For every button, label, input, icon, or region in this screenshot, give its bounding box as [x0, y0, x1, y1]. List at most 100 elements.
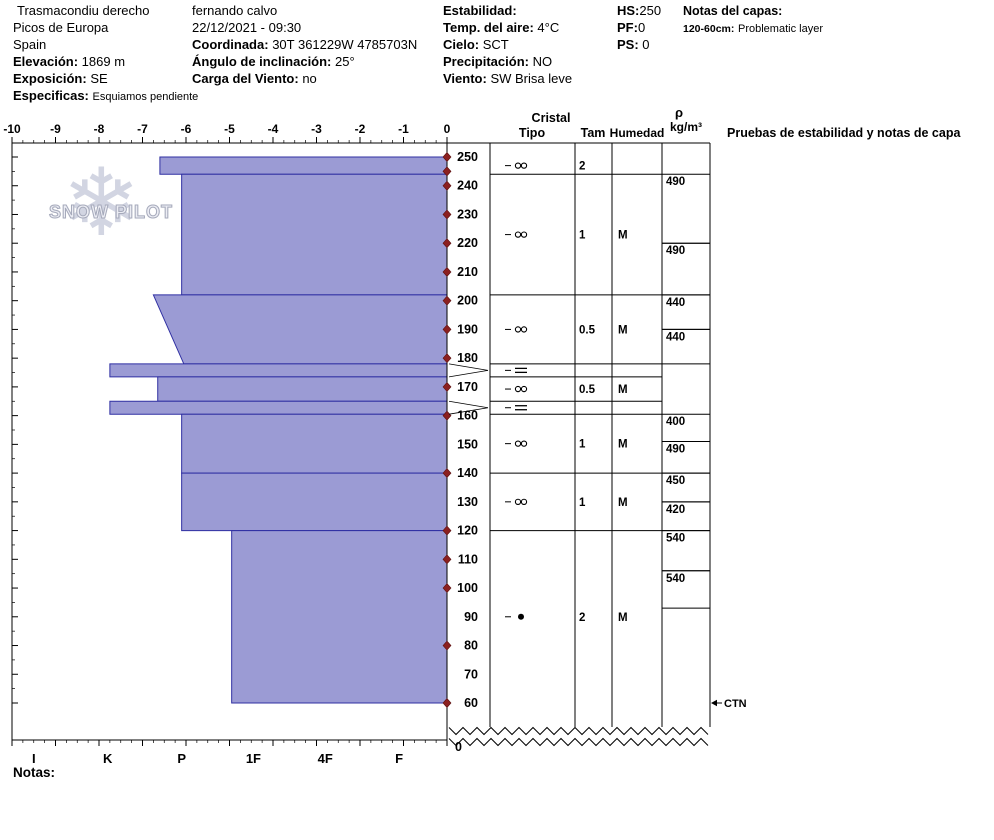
- grain-symbol-melt-form: [520, 385, 528, 393]
- column-header-density-unit: kg/m³: [670, 120, 702, 134]
- aspect-value: SE: [90, 71, 108, 86]
- pit-name-text: Trasmacondiu derecho: [17, 3, 150, 18]
- grain-size-value: 2: [579, 161, 585, 173]
- density-value: 490: [666, 245, 685, 257]
- ice-layer-callout: [448, 400, 489, 409]
- column-header-tam: Tam: [581, 126, 606, 140]
- temperature-marker: [442, 238, 452, 249]
- hs-value: 250: [639, 3, 662, 18]
- hardness-axis-label: -7: [137, 122, 148, 136]
- hardness-axis-label: -2: [355, 122, 366, 136]
- layer-note-text: Problematic layer: [738, 23, 823, 35]
- grain-size-value: 1: [579, 497, 586, 509]
- aspect-field: Exposición: SE: [13, 72, 108, 86]
- grain-symbol-melt-form: [514, 326, 522, 333]
- temperature-marker: [442, 698, 452, 708]
- depth-label: 190: [457, 322, 478, 336]
- coordinates-field: Coordinada: 30T 361229W 4785703N: [192, 38, 417, 52]
- depth-label: 70: [464, 667, 478, 681]
- snow-layer-bar: [109, 363, 448, 378]
- density-value: 540: [666, 533, 685, 545]
- grain-symbol-melt-form: [520, 326, 528, 333]
- temperature-marker: [442, 266, 452, 277]
- grain-symbol-melt-form: [520, 162, 528, 169]
- grain-size-value: 2: [579, 612, 585, 624]
- depth-label: 80: [464, 639, 478, 653]
- hs-field: HS:250: [617, 4, 661, 18]
- moisture-value: M: [618, 384, 628, 396]
- precipitation-label: Precipitación:: [443, 54, 529, 69]
- temperature-marker: [442, 583, 452, 594]
- sky-label: Cielo:: [443, 37, 480, 52]
- temperature-marker: [442, 410, 452, 421]
- wind-loading-label: Carga del Viento:: [192, 71, 299, 86]
- hardness-axis-label: -8: [94, 122, 105, 136]
- temperature-marker: [442, 640, 452, 651]
- depth-label: 60: [464, 696, 478, 710]
- location-text: Picos de Europa: [13, 20, 109, 35]
- temperature-marker: [442, 324, 452, 335]
- snow-layer-bar: [181, 173, 448, 296]
- depth-label: 140: [457, 466, 478, 480]
- depth-label: 240: [457, 179, 478, 193]
- hardness-category-label: P: [177, 751, 186, 766]
- precipitation-field: Precipitación: NO: [443, 55, 552, 69]
- hardness-category-label: 1F: [246, 751, 261, 766]
- grain-size-value: 1: [579, 230, 586, 242]
- density-value: 400: [666, 416, 685, 428]
- hardness-category-label: F: [395, 751, 403, 766]
- crystal-group-header: Cristal: [532, 111, 571, 125]
- grain-symbol-melt-form: [514, 162, 522, 169]
- elevation-field: Elevación: 1869 m: [13, 55, 125, 69]
- hardness-axis-label: -4: [268, 122, 279, 136]
- moisture-value: M: [618, 439, 628, 451]
- ice-layer-callout: [448, 407, 489, 415]
- pf-label: PF:: [617, 20, 638, 35]
- grain-symbol-melt-form: [514, 498, 522, 505]
- density-value: 450: [666, 475, 685, 487]
- hardness-axis-label: 0: [444, 122, 451, 136]
- hardness-axis-label: -6: [181, 122, 192, 136]
- depth-label: 210: [457, 265, 478, 279]
- grain-symbol-rounded: [518, 613, 524, 620]
- location-name: Picos de Europa: [13, 21, 108, 35]
- ps-value: 0: [642, 37, 650, 52]
- ice-layer-callout: [448, 369, 489, 378]
- elevation-label: Elevación:: [13, 54, 79, 69]
- axis-break-zigzag: [448, 726, 709, 736]
- moisture-value: M: [618, 324, 628, 336]
- grain-symbol-melt-form: [520, 231, 528, 238]
- air-temp-field: Temp. del aire: 4°C: [443, 21, 559, 35]
- depth-label: 180: [457, 351, 478, 365]
- coordinates-label: Coordinada:: [192, 37, 269, 52]
- hardness-category-label: I: [32, 751, 36, 766]
- density-value: 440: [666, 297, 685, 309]
- depth-label: 150: [457, 437, 478, 451]
- grain-size-value: 1: [579, 439, 586, 451]
- coordinates-value: 30T 361229W 4785703N: [272, 37, 418, 52]
- temperature-marker: [442, 295, 452, 306]
- depth-label: 170: [457, 380, 478, 394]
- snowflake-icon: ❄: [62, 150, 141, 255]
- moisture-value: M: [618, 497, 628, 509]
- hardness-axis-label: -10: [3, 122, 21, 136]
- grain-symbol-melt-form: [520, 498, 528, 505]
- grain-size-value: 0.5: [579, 324, 596, 336]
- hs-label: HS:: [617, 3, 640, 18]
- snow-layer-bar: [231, 530, 448, 704]
- specifics-field: Especificas: Esquiamos pendiente: [13, 89, 198, 104]
- temperature-marker: [442, 180, 452, 191]
- country-name: Spain: [13, 38, 46, 52]
- depth-label: 100: [457, 581, 478, 595]
- hardness-axis-label: -1: [398, 122, 409, 136]
- layer-notes-title: Notas del capas:: [683, 4, 782, 18]
- ps-field: PS: 0: [617, 38, 650, 52]
- wind-loading-field: Carga del Viento: no: [192, 72, 317, 86]
- temperature-marker: [442, 468, 452, 479]
- grain-symbol-melt-form: [514, 231, 522, 238]
- ice-layer-callout: [448, 363, 489, 371]
- air-temp-label: Temp. del aire:: [443, 20, 534, 35]
- hardness-axis-label: -5: [224, 122, 235, 136]
- sky-value: SCT: [482, 37, 509, 52]
- slope-angle-value: 25°: [335, 54, 355, 69]
